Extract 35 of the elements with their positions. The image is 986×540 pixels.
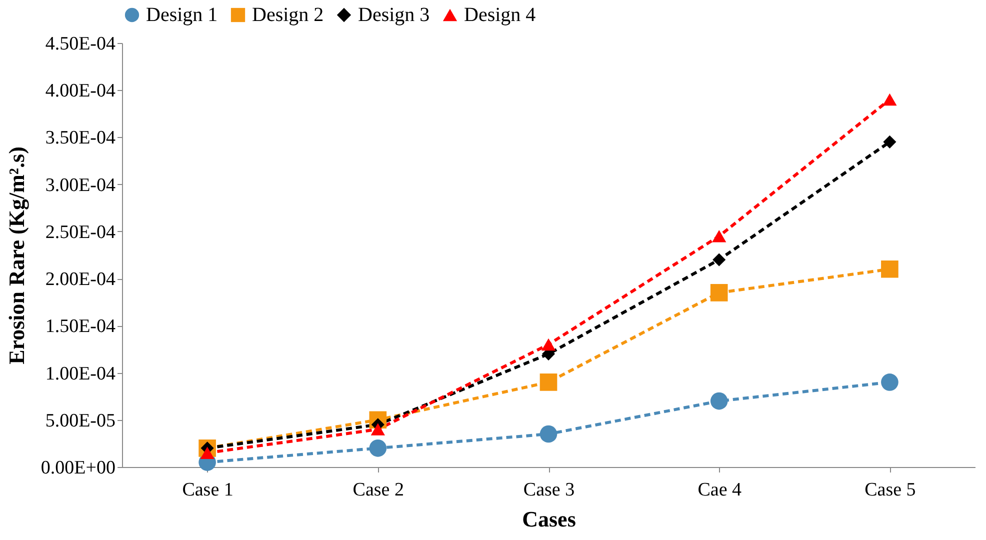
- point: [541, 338, 556, 351]
- y-tick-label: 4.00E-04: [45, 80, 116, 102]
- x-tick-label: Case 5: [864, 480, 916, 500]
- point: [883, 135, 896, 148]
- x-tick-label: Cae 4: [698, 480, 742, 500]
- y-tick-label: 2.50E-04: [45, 222, 116, 243]
- y-tick-label: 3.00E-04: [45, 174, 116, 196]
- y-tick-label: 2.00E-04: [45, 269, 116, 290]
- point: [882, 93, 897, 106]
- point: [540, 374, 558, 391]
- point: [881, 260, 898, 278]
- point: [881, 374, 898, 391]
- y-tick-label: 1.50E-04: [45, 316, 116, 338]
- y-tick-label: 3.50E-04: [45, 128, 116, 149]
- y-axis-title: Erosion Rare (Kg/m².s): [4, 146, 29, 364]
- legend-label: Design 3: [358, 4, 430, 26]
- legend-label: Design 1: [146, 4, 218, 26]
- y-tick-label: 0.00E+00: [40, 458, 116, 478]
- x-axis-title: Cases: [522, 506, 576, 532]
- point: [712, 253, 726, 266]
- y-tick-label: 4.50E-04: [45, 34, 116, 54]
- legend-label: Design 2: [252, 4, 324, 26]
- x-tick-label: Case 1: [182, 480, 234, 500]
- point: [710, 392, 728, 410]
- legend-label: Design 4: [464, 4, 536, 26]
- x-tick-label: Case 2: [352, 480, 404, 500]
- point: [200, 446, 214, 459]
- point: [710, 284, 728, 302]
- y-tick-label: 5.00E-05: [45, 410, 116, 432]
- point: [712, 230, 726, 242]
- point: [369, 440, 387, 457]
- y-tick-label: 1.00E-04: [45, 363, 116, 384]
- point: [540, 425, 558, 443]
- x-tick-label: Case 3: [523, 480, 575, 500]
- point: [370, 423, 385, 436]
